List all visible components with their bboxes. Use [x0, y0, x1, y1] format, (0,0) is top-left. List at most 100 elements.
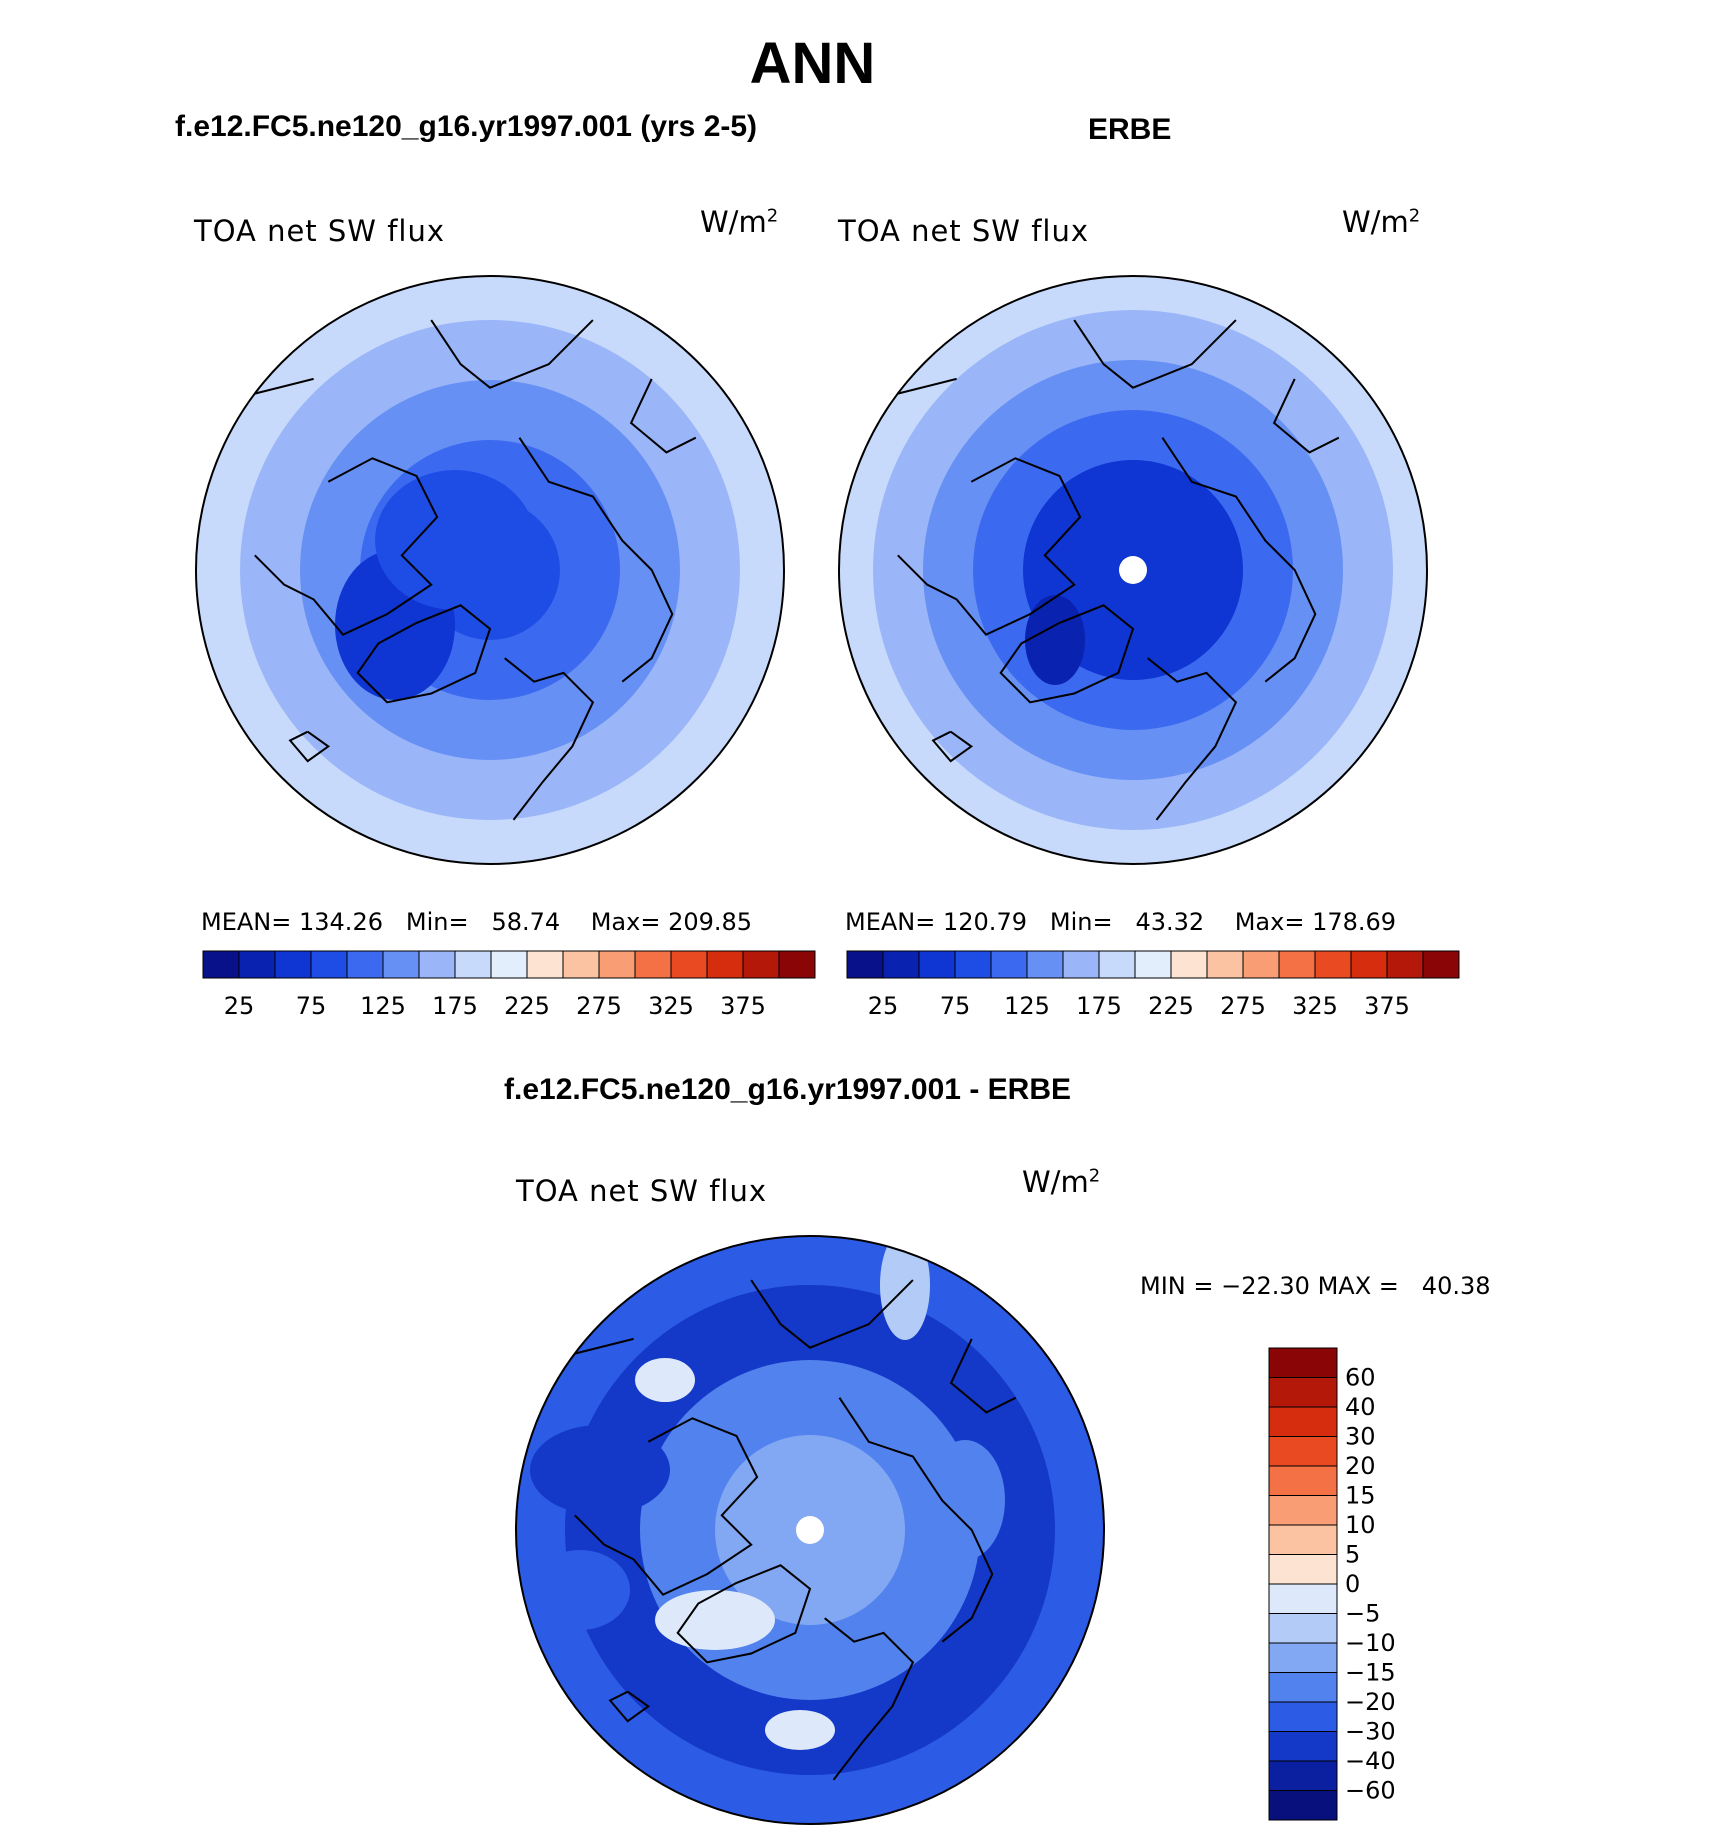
colorbar-2-swatch — [990, 950, 1028, 979]
colorbar-2-tick-label: 125 — [1004, 992, 1050, 1020]
colorbar-2-swatch — [1170, 950, 1208, 979]
colorbar-2-tick-label: 325 — [1292, 992, 1338, 1020]
panel3-min: −22.30 — [1221, 1272, 1310, 1300]
map-1-coastline — [288, 730, 331, 763]
map-3-pole-missing — [796, 1516, 824, 1544]
panel3-max-label: MAX = — [1317, 1272, 1399, 1300]
colorbar-3-tick-label: −20 — [1345, 1688, 1396, 1716]
map-1-coastline — [356, 604, 492, 704]
panel2-units: W/m2 — [1342, 205, 1421, 239]
map-3-coastline — [824, 1617, 915, 1781]
colorbar-2-swatch — [882, 950, 920, 979]
colorbar-1-swatch — [670, 950, 708, 979]
map-2-coastline — [897, 457, 1082, 636]
panel3-min-label: MIN = — [1140, 1272, 1214, 1300]
map-3-contour-patch — [765, 1710, 835, 1750]
colorbar-3-tick-label: 60 — [1345, 1364, 1376, 1392]
colorbar-1-tick-label: 125 — [360, 992, 406, 1020]
map-2-pole-missing — [1119, 556, 1147, 584]
colorbar-3-swatch — [1268, 1465, 1338, 1496]
colorbar-2-tick-label: 175 — [1076, 992, 1122, 1020]
colorbar-2-swatch — [1098, 950, 1136, 979]
panel2-variable: TOA net SW flux — [838, 214, 1090, 248]
colorbar-3-swatch — [1268, 1377, 1338, 1408]
panel2-mean: 120.79 — [943, 908, 1027, 936]
panel3-title: f.e12.FC5.ne120_g16.yr1997.001 - ERBE — [504, 1073, 1071, 1106]
colorbar-2-swatch — [1242, 950, 1280, 979]
colorbar-2-swatch — [1206, 950, 1244, 979]
colorbar-3-tick-label: 15 — [1345, 1482, 1376, 1510]
map-3-contour-patch — [925, 1440, 1005, 1560]
panel1-min-label: Min= — [405, 908, 469, 936]
map-3-coastline — [949, 1338, 1017, 1414]
colorbar-3-swatch — [1268, 1554, 1338, 1585]
colorbar-2-swatch — [1278, 950, 1316, 979]
colorbar-3-swatch — [1268, 1642, 1338, 1673]
colorbar-2-swatch — [1350, 950, 1388, 979]
colorbar-2-swatch — [1062, 950, 1100, 979]
panel1-mean: 134.26 — [299, 908, 383, 936]
colorbar-1-swatch — [526, 950, 564, 979]
colorbar-3-tick-label: −15 — [1345, 1659, 1396, 1687]
colorbar-1-tick-label: 75 — [296, 992, 327, 1020]
panel3-units: W/m2 — [1022, 1165, 1101, 1199]
colorbar-2-swatch — [954, 950, 992, 979]
map-3-coastline — [608, 1690, 651, 1723]
colorbar-2-tick-label: 75 — [940, 992, 971, 1020]
panel2-max-label: Max= — [1234, 908, 1305, 936]
colorbar-3-swatch — [1268, 1583, 1338, 1614]
map-2-boundary — [838, 275, 1428, 865]
map-3-coastline — [676, 1564, 812, 1664]
colorbar-1-swatch — [238, 950, 276, 979]
colorbar-3-swatch — [1268, 1672, 1338, 1703]
map-1-boundary — [195, 275, 785, 865]
colorbar-1-swatch — [562, 950, 600, 979]
colorbar-3-tick-label: −30 — [1345, 1718, 1396, 1746]
colorbar-2-tick-label: 275 — [1220, 992, 1266, 1020]
colorbar-3-swatch — [1268, 1347, 1338, 1378]
colorbar-1-swatch — [490, 950, 528, 979]
map-1-contour-patch — [375, 470, 535, 610]
map-3-coastline — [574, 1417, 759, 1596]
colorbar-1-swatch — [202, 950, 240, 979]
colorbar-2-swatch — [1134, 950, 1172, 979]
colorbar-3-swatch — [1268, 1790, 1338, 1821]
colorbar-3-tick-label: −5 — [1345, 1600, 1380, 1628]
panel1-title: f.e12.FC5.ne120_g16.yr1997.001 (yrs 2-5) — [175, 110, 758, 143]
main-title: ANN — [749, 31, 876, 96]
colorbar-3-swatch — [1268, 1731, 1338, 1762]
map-1-fill — [196, 276, 784, 864]
panel1-min: 58.74 — [491, 908, 561, 936]
map-1-coastline — [504, 657, 595, 821]
panel2-title: ERBE — [1088, 113, 1172, 146]
colorbar-3-swatch — [1268, 1495, 1338, 1526]
colorbar-2-tick-label: 25 — [868, 992, 899, 1020]
colorbar-1-swatch — [346, 950, 384, 979]
colorbar-3-tick-label: −60 — [1345, 1777, 1396, 1805]
colorbar-2-swatch — [1026, 950, 1064, 979]
colorbar-2-swatch — [1386, 950, 1424, 979]
colorbar-3-tick-label: 0 — [1345, 1570, 1360, 1598]
colorbar-3-tick-label: −40 — [1345, 1747, 1396, 1775]
map-3-coastline — [838, 1397, 994, 1643]
map-2-coastline — [1161, 437, 1317, 683]
map-2-coastline — [1073, 319, 1237, 389]
colorbar-1-swatch — [706, 950, 744, 979]
map-1-coastline — [629, 378, 697, 454]
map-3-contour-patch — [530, 1550, 630, 1630]
colorbar-1-swatch — [274, 950, 312, 979]
colorbar-1-tick-label: 25 — [224, 992, 255, 1020]
panel2-min: 43.32 — [1135, 908, 1205, 936]
colorbar-1-swatch — [382, 950, 420, 979]
map-2-coastline — [931, 730, 974, 763]
colorbar-2-swatch — [1314, 950, 1352, 979]
colorbar-3-swatch — [1268, 1436, 1338, 1467]
colorbar-1-swatch — [634, 950, 672, 979]
map-3-contour-patch — [880, 1236, 930, 1340]
map-2-coastline — [999, 604, 1135, 704]
panel2-stats: MEAN= 120.79 Min= 43.32 Max= 178.69 — [845, 908, 1396, 936]
panel2-max: 178.69 — [1312, 908, 1397, 936]
colorbar-1-swatch — [418, 950, 456, 979]
panel1-units: W/m2 — [700, 205, 779, 239]
